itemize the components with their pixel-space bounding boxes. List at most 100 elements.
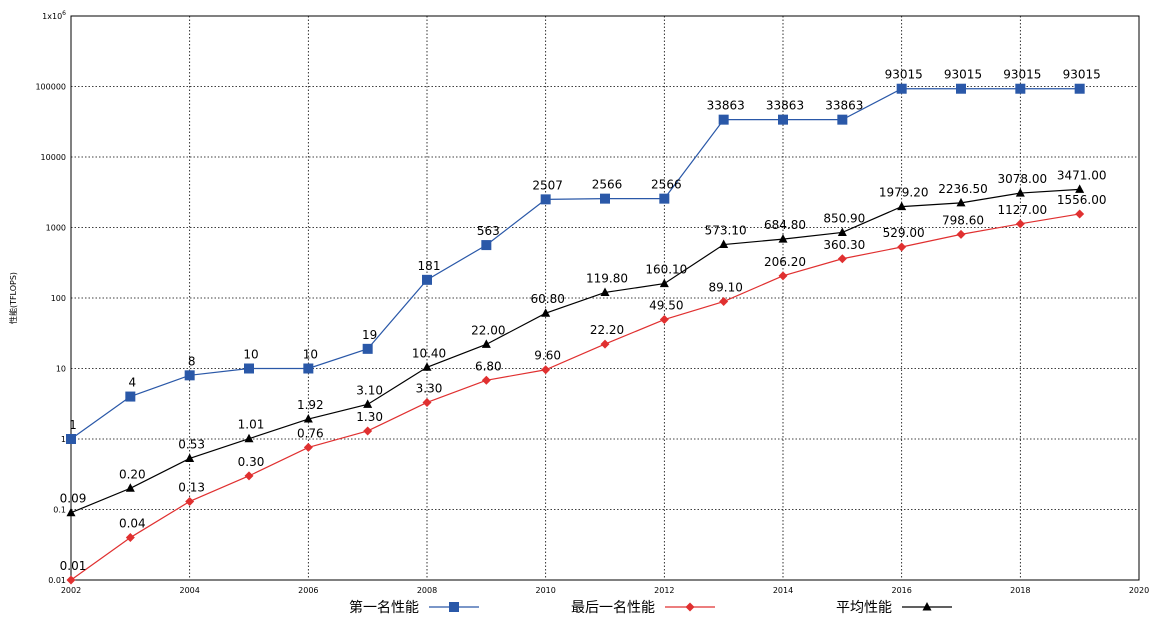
average-performance-data-label: 0.53 [178, 437, 205, 451]
plot-frame [70, 15, 1140, 581]
top-performance-point [1015, 83, 1026, 94]
average-performance-data-label: 0.20 [119, 467, 146, 481]
top-performance-data-label: 10 [243, 348, 258, 362]
y-tick-label: 100000 [35, 83, 66, 92]
top-performance-point [125, 391, 136, 402]
last-performance-data-label: 0.13 [178, 480, 205, 494]
top-performance-point [244, 363, 254, 374]
top-performance-data-label: 8 [188, 354, 196, 368]
top-performance-data-label: 33863 [707, 99, 745, 113]
last-performance-point [244, 471, 254, 481]
last-performance-data-label: 360.30 [823, 238, 865, 252]
last-performance-point [897, 242, 907, 252]
average-performance-point [481, 339, 491, 348]
last-performance-point [303, 442, 313, 452]
average-performance-data-label: 60.80 [530, 292, 564, 306]
last-performance-point [719, 297, 729, 307]
last-performance-data-label: 529.00 [883, 226, 925, 240]
top-performance-point [659, 193, 670, 204]
last-performance-data-label: 0.30 [238, 455, 265, 469]
last-performance-data-label: 22.20 [590, 323, 624, 337]
top-performance-line [70, 88, 1080, 440]
last-performance-point [956, 229, 966, 239]
last-performance-data-label: 206.20 [764, 255, 806, 269]
top-performance-point [481, 240, 492, 251]
top-performance-data-label: 10 [303, 348, 318, 362]
top-performance-data-label: 33863 [825, 99, 863, 113]
average-performance-data-label: 3471.00 [1057, 168, 1107, 182]
top-performance-data-label: 93015 [1063, 68, 1101, 82]
average-performance-point [897, 201, 907, 211]
top-performance-point [303, 363, 314, 374]
average-performance-point [1015, 188, 1025, 197]
average-performance-data-label: 684.80 [764, 218, 806, 232]
top-performance-data-label: 93015 [885, 68, 923, 82]
average-performance-point [422, 362, 432, 371]
top-performance-point [540, 194, 551, 205]
top-performance-point [718, 114, 729, 125]
top-performance-data-label: 2566 [592, 178, 623, 192]
x-tick-label: 2018 [1010, 586, 1030, 595]
average-performance-data-label: 3.10 [356, 383, 383, 397]
series-layer: 1 4 8 10 10 19 181 563 2507 2566 2566 33863 33863 338… [60, 68, 1107, 585]
last-performance-legend-marker [685, 602, 695, 612]
last-performance-point [125, 533, 135, 543]
top-performance-point [184, 370, 195, 381]
last-performance-point [1015, 219, 1025, 229]
x-tick-label: 2008 [417, 586, 437, 595]
average-performance-point [659, 278, 669, 288]
top-performance-point [778, 114, 788, 125]
y-tick-label: 10 [56, 365, 66, 374]
average-performance-data-label: 119.80 [586, 271, 628, 285]
last-performance-data-label: 0.04 [119, 517, 146, 531]
top-performance-point [956, 83, 966, 94]
average-performance-data-label: 0.09 [60, 492, 87, 506]
last-performance-point [66, 575, 76, 585]
top-performance-point [66, 434, 76, 444]
average-performance-legend-marker [922, 602, 932, 611]
last-performance-point [363, 426, 373, 436]
average-performance-data-label: 850.90 [823, 211, 865, 225]
average-performance-data-label: 10.40 [412, 346, 446, 360]
grid [71, 16, 1139, 580]
last-performance-data-label: 1.30 [356, 410, 383, 424]
average-performance-point [837, 227, 847, 236]
last-performance-point [778, 271, 788, 281]
y-tick-label-top: 1x106 [42, 10, 66, 21]
last-performance-data-label: 6.80 [475, 359, 502, 373]
average-performance-point [303, 414, 313, 423]
average-performance-point [600, 287, 610, 296]
x-tick-label: 2016 [891, 586, 911, 595]
y-tick-label: 10000 [41, 153, 66, 162]
top-performance-point [896, 83, 907, 94]
y-axis-ticks: 0.01 0.1 1 10 100 1000 10000 100000 1x106 [35, 10, 66, 585]
x-tick-label: 2006 [298, 586, 318, 595]
top-performance-legend-label: 第一名性能 [349, 599, 419, 616]
y-tick-label: 0.1 [53, 506, 66, 515]
x-tick-label: 2020 [1129, 586, 1149, 595]
average-performance-point [125, 483, 135, 492]
average-performance-data-label: 2236.50 [938, 182, 988, 196]
average-performance-data-label: 1.92 [297, 398, 324, 412]
top-performance-data-label: 93015 [1003, 68, 1041, 82]
y-axis-label: 性能(TFLOPS) [8, 272, 18, 324]
last-performance-data-label: 0.01 [60, 559, 87, 573]
top-performance-point [362, 343, 373, 354]
top-performance-data-label: 2507 [532, 178, 563, 192]
top-performance-point [837, 114, 848, 125]
average-performance-point [244, 433, 254, 443]
last-performance-point [541, 365, 551, 375]
last-performance-legend-label: 最后一名性能 [571, 600, 655, 616]
last-performance-data-label: 798.60 [942, 213, 984, 227]
average-performance-data-label: 160.10 [645, 263, 687, 277]
top-performance-point [422, 274, 432, 285]
average-performance-data-label: 573.10 [705, 224, 747, 238]
x-tick-label: 2010 [535, 586, 555, 595]
last-performance-point [185, 496, 195, 506]
last-performance-data-label: 1556.00 [1057, 193, 1107, 207]
average-performance-point [363, 399, 373, 408]
average-performance-data-label: 3078.00 [998, 172, 1048, 186]
y-tick-label: 1000 [46, 224, 66, 233]
y-tick-label: 1 [61, 435, 66, 444]
